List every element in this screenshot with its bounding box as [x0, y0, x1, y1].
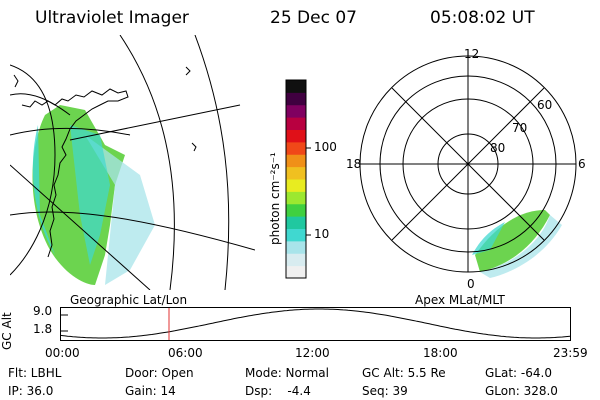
colorbar-band	[286, 253, 306, 267]
info-mode: Mode: Normal	[245, 366, 329, 380]
mlt-axis	[391, 87, 545, 241]
parallel-line	[10, 64, 56, 276]
altitude-xtick: 23:59	[553, 346, 588, 360]
colorbar-frame	[285, 79, 307, 279]
colorbar-band	[286, 265, 306, 279]
time-label: 05:08:02 UT	[430, 8, 535, 28]
date-label: 25 Dec 07	[270, 8, 357, 28]
altitude-ylabel: GC Alt	[0, 312, 14, 350]
colorbar-unit-label: photon cm⁻²s⁻¹	[268, 152, 282, 245]
info-ip: IP: 36.0	[8, 384, 54, 398]
mlt-label-0: 0	[467, 277, 475, 291]
colorbar-band	[286, 92, 306, 106]
altitude-ytick: 9.0	[33, 304, 53, 318]
coastline	[21, 88, 129, 258]
info-filter: Flt: LBHL	[8, 366, 62, 380]
apex-panel-label: Apex MLat/MLT	[415, 293, 505, 307]
mlt-label-6: 6	[578, 157, 586, 171]
altitude-xtick: 18:00	[423, 346, 458, 360]
colorbar-band	[286, 203, 306, 217]
colorbar-band	[286, 228, 306, 242]
altitude-xtick: 12:00	[295, 346, 330, 360]
altitude-xtick: 06:00	[168, 346, 203, 360]
colorbar-tick-label: 100	[314, 140, 337, 154]
colorbar-band	[286, 80, 306, 93]
lat-label-60: 60	[537, 98, 553, 112]
geographic-map	[10, 35, 255, 290]
aurora-emission-mid	[70, 125, 110, 265]
polar-aurora-edge	[472, 222, 505, 255]
parallel-line	[10, 211, 255, 251]
mlt-label-18: 18	[346, 157, 362, 171]
altitude-plot	[60, 307, 571, 341]
info-gc-alt: GC Alt: 5.5 Re	[362, 366, 446, 380]
altitude-xtick: 00:00	[45, 346, 80, 360]
meridian-line	[194, 35, 230, 290]
colorbar	[285, 79, 311, 279]
colorbar-band	[286, 240, 306, 254]
aurora-emission-edge	[32, 125, 55, 255]
aurora-emission-diffuse	[85, 135, 155, 285]
colorbar-band	[286, 141, 306, 155]
info-glat: GLat: -64.0	[485, 366, 552, 380]
altitude-frame	[60, 307, 571, 341]
info-glon: GLon: 328.0	[485, 384, 558, 398]
colorbar-band	[286, 117, 306, 130]
island-outline	[13, 66, 197, 152]
lat-label-70: 70	[512, 121, 528, 135]
polar-plot	[359, 55, 577, 278]
colorbar-band	[286, 166, 306, 180]
parallel-line	[10, 93, 71, 116]
mlt-label-12: 12	[464, 47, 480, 61]
info-door: Door: Open	[125, 366, 194, 380]
lat-label-80: 80	[490, 141, 506, 155]
colorbar-band	[286, 129, 306, 143]
meridian-line	[119, 35, 175, 290]
colorbar-tick-label: 10	[314, 227, 330, 241]
colorbar-band	[286, 179, 306, 192]
colorbar-band	[286, 104, 306, 118]
info-gain: Gain: 14	[125, 384, 176, 398]
meridian-line	[10, 164, 151, 290]
instrument-title: Ultraviolet Imager	[35, 8, 189, 28]
altitude-curve	[60, 308, 571, 339]
geographic-panel-label: Geographic Lat/Lon	[70, 293, 188, 307]
colorbar-band	[286, 216, 306, 229]
colorbar-band	[286, 191, 306, 205]
info-seq: Seq: 39	[362, 384, 408, 398]
info-dsp: Dsp: -4.4	[245, 384, 311, 398]
parallel-line	[69, 104, 241, 141]
altitude-ytick: 1.8	[33, 322, 53, 336]
polar-aurora-diffuse	[480, 215, 562, 278]
colorbar-band	[286, 154, 306, 168]
